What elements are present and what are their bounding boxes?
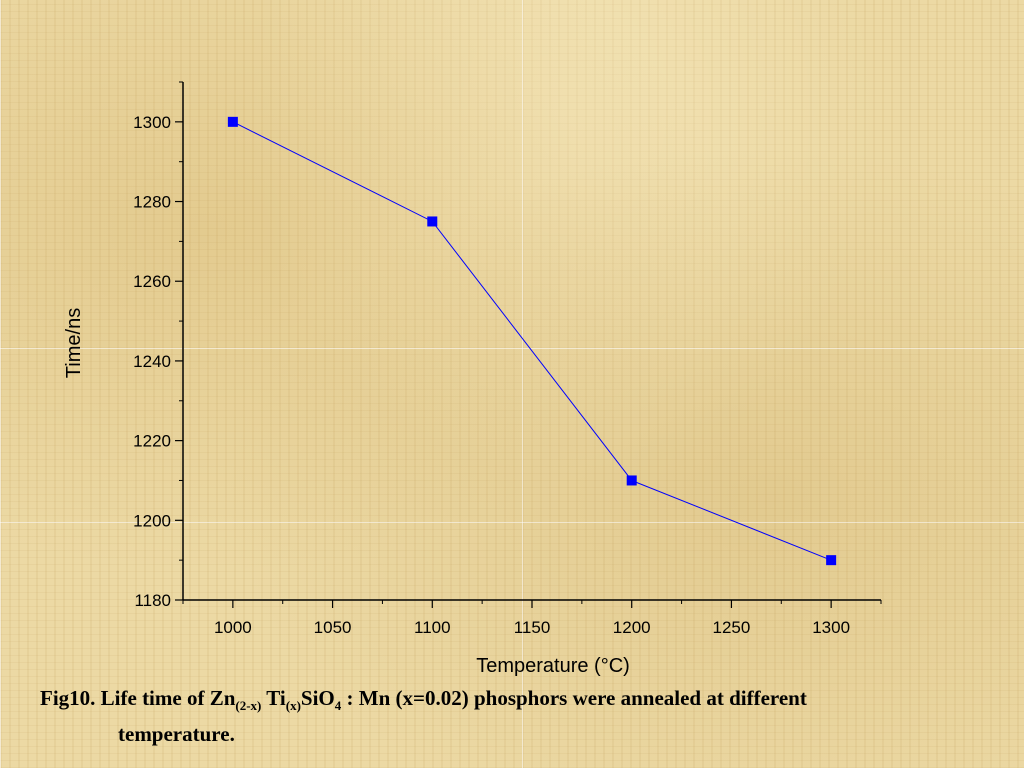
x-tick-label: 1050 xyxy=(314,618,352,637)
caption-subscript: 4 xyxy=(334,698,342,713)
y-tick-label: 1180 xyxy=(134,591,171,610)
caption-subscript: (x) xyxy=(285,698,301,713)
caption-text: : Mn (x=0.02) phosphors were annealed at… xyxy=(341,686,807,710)
x-tick-label: 1100 xyxy=(414,618,451,637)
background-gridline xyxy=(522,0,523,768)
x-tick-label: 1200 xyxy=(613,618,651,637)
data-point-marker xyxy=(227,116,238,127)
y-tick-label: 1280 xyxy=(133,193,171,212)
caption-line2: temperature. xyxy=(118,722,235,746)
caption-subscript: (2-x) xyxy=(235,698,262,713)
y-axis-title: Time/ns xyxy=(63,308,85,378)
caption-prefix: Fig10. Life time of Zn xyxy=(40,686,236,710)
y-tick-label: 1300 xyxy=(133,113,171,132)
series-line xyxy=(232,121,832,561)
data-point-marker xyxy=(626,475,637,486)
y-tick-label: 1200 xyxy=(133,511,171,530)
x-axis-title: Temperature (°C) xyxy=(476,655,630,677)
chart-series xyxy=(227,116,837,566)
x-tick-label: 1250 xyxy=(713,618,751,637)
caption-text: Ti xyxy=(261,686,286,710)
x-tick-label: 1150 xyxy=(514,618,551,637)
data-point-marker xyxy=(427,216,438,227)
x-tick-label: 1000 xyxy=(214,618,252,637)
y-tick-label: 1220 xyxy=(133,432,171,451)
background-gridline xyxy=(0,522,1024,523)
chart-ticks: 1000 1050 1100 1150 1200 1250 1300 1180 1200 1220… xyxy=(133,81,882,637)
y-tick-label: 1260 xyxy=(133,272,171,291)
y-tick-label: 1240 xyxy=(133,352,171,371)
background-gridline xyxy=(0,348,1024,349)
line-chart: 1000 1050 1100 1150 1200 1250 1300 1180 1200 1220… xyxy=(63,81,882,677)
background-gridline xyxy=(0,0,1,768)
data-point-marker xyxy=(826,555,837,566)
chart-axes xyxy=(182,82,881,601)
figure-caption: Fig10. Life time of Zn(2-x) Ti(x)SiO4 : … xyxy=(40,680,1010,752)
caption-text: SiO xyxy=(300,686,335,710)
x-tick-label: 1300 xyxy=(812,618,850,637)
